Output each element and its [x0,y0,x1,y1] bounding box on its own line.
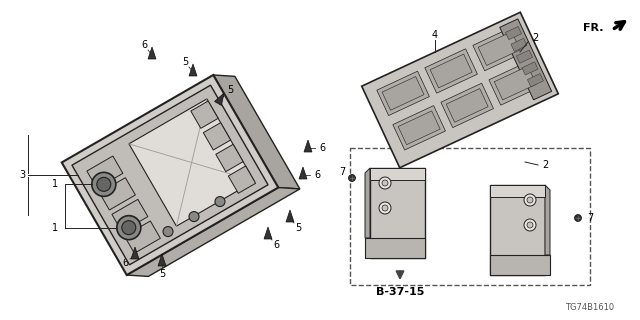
Text: 5: 5 [295,223,301,233]
Circle shape [117,216,141,240]
Text: 2: 2 [532,33,538,43]
Circle shape [524,194,536,206]
Circle shape [382,180,388,186]
Polygon shape [490,185,545,197]
Circle shape [527,197,533,203]
Polygon shape [362,12,558,168]
Polygon shape [441,83,493,128]
Circle shape [97,177,111,191]
Polygon shape [228,166,255,193]
Polygon shape [545,185,550,255]
Text: B-37-15: B-37-15 [376,287,424,297]
Circle shape [189,212,199,221]
Polygon shape [216,144,243,172]
Polygon shape [189,64,197,76]
Polygon shape [304,140,312,152]
Polygon shape [148,47,156,59]
Polygon shape [425,49,477,93]
Text: 6: 6 [122,258,128,268]
Text: 1: 1 [52,179,58,189]
Circle shape [527,222,533,228]
Circle shape [379,202,391,214]
Text: 6: 6 [273,240,279,250]
Polygon shape [158,254,166,266]
Polygon shape [72,85,268,265]
Polygon shape [112,199,148,232]
Polygon shape [214,93,224,106]
Text: 6: 6 [314,170,320,180]
Text: 7: 7 [339,167,345,177]
Polygon shape [430,54,472,88]
Text: 3: 3 [19,170,25,180]
Text: 5: 5 [182,57,188,67]
Polygon shape [204,123,230,150]
Circle shape [122,221,136,235]
Text: TG74B1610: TG74B1610 [565,303,614,313]
Circle shape [215,196,225,207]
Polygon shape [124,221,161,253]
Polygon shape [365,238,425,258]
Text: 4: 4 [432,30,438,40]
Polygon shape [191,101,218,128]
Polygon shape [494,66,536,100]
Polygon shape [131,247,139,259]
Text: 6: 6 [319,143,325,153]
Polygon shape [286,210,294,222]
Polygon shape [61,75,278,275]
Circle shape [163,227,173,236]
Polygon shape [99,178,135,210]
Polygon shape [127,188,300,276]
Circle shape [92,172,116,196]
Polygon shape [489,61,541,105]
Circle shape [524,219,536,231]
Polygon shape [490,185,545,275]
Circle shape [349,174,355,181]
Polygon shape [478,32,520,66]
Circle shape [575,214,582,221]
Text: 6: 6 [141,40,147,50]
Polygon shape [370,168,425,180]
Polygon shape [299,167,307,179]
Polygon shape [473,26,525,71]
Polygon shape [87,156,123,188]
Text: 5: 5 [159,269,165,279]
Polygon shape [506,27,522,40]
Text: 7: 7 [587,213,593,223]
Polygon shape [522,62,538,75]
Text: 2: 2 [542,160,548,170]
Polygon shape [393,106,445,150]
Polygon shape [446,89,488,122]
Circle shape [379,177,391,189]
Circle shape [382,205,388,211]
Polygon shape [129,99,254,226]
Text: FR.: FR. [584,23,604,33]
Polygon shape [377,71,429,116]
Polygon shape [527,74,543,87]
Polygon shape [490,255,550,275]
Polygon shape [382,76,424,110]
Polygon shape [516,50,532,63]
Text: 1: 1 [52,223,58,233]
Polygon shape [213,75,300,189]
Polygon shape [511,38,527,52]
Polygon shape [370,168,425,258]
Text: 5: 5 [227,85,233,95]
Polygon shape [500,19,552,100]
Polygon shape [264,227,272,239]
Polygon shape [398,111,440,145]
Polygon shape [365,168,370,238]
